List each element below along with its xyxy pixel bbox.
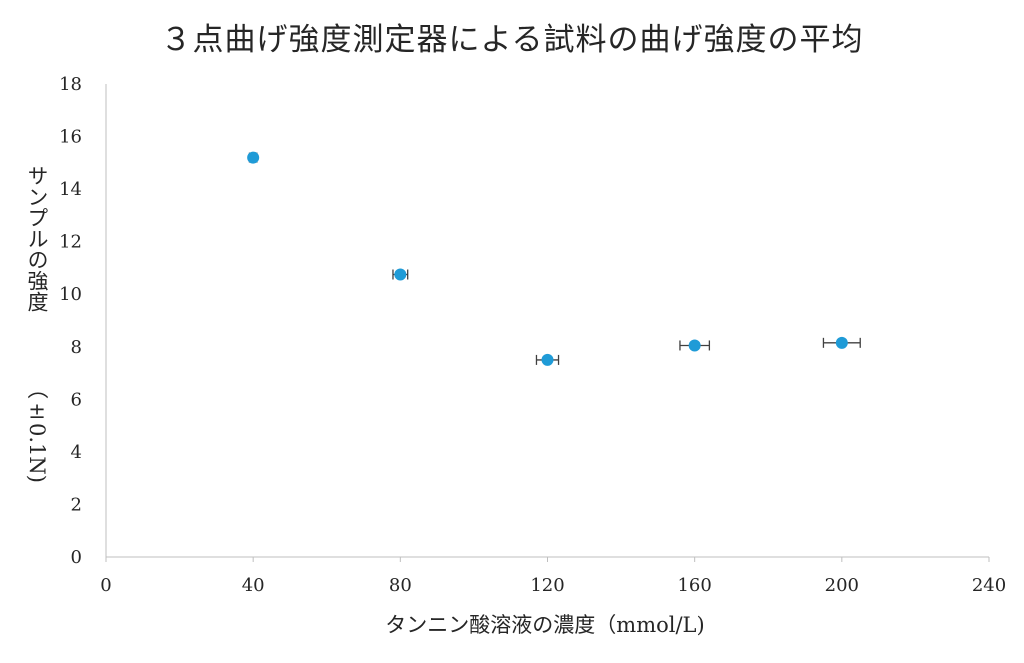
y-tick-label: 12 (59, 232, 82, 253)
data-point (688, 339, 701, 352)
y-tick-label: 6 (71, 389, 82, 410)
data-point (541, 353, 554, 366)
y-tick-label: 18 (59, 74, 82, 95)
data-point (835, 336, 848, 349)
y-axis-unit-label: （±0.1N) (25, 378, 49, 483)
y-tick-label: 16 (59, 127, 82, 148)
x-tick-label: 120 (530, 575, 564, 596)
y-tick-label: 8 (71, 337, 82, 358)
chart-title: ３点曲げ強度測定器による試料の曲げ強度の平均 (160, 22, 864, 58)
x-axis-label: タンニン酸溶液の濃度（mmol/L) (385, 613, 705, 637)
x-tick-label: 160 (677, 575, 711, 596)
data-point (247, 151, 260, 164)
y-tick-label: 10 (59, 284, 82, 305)
x-tick-label: 40 (242, 575, 265, 596)
y-tick-label: 14 (59, 179, 82, 200)
y-tick-label: 2 (71, 494, 82, 515)
y-axis-label: サンプルの強度 (25, 165, 49, 312)
x-tick-label: 0 (100, 575, 111, 596)
x-tick-label: 240 (972, 575, 1006, 596)
y-tick-label: 0 (71, 547, 82, 568)
data-point (394, 268, 407, 281)
x-tick-label: 200 (825, 575, 859, 596)
x-tick-label: 80 (389, 575, 412, 596)
y-tick-label: 4 (71, 442, 82, 463)
